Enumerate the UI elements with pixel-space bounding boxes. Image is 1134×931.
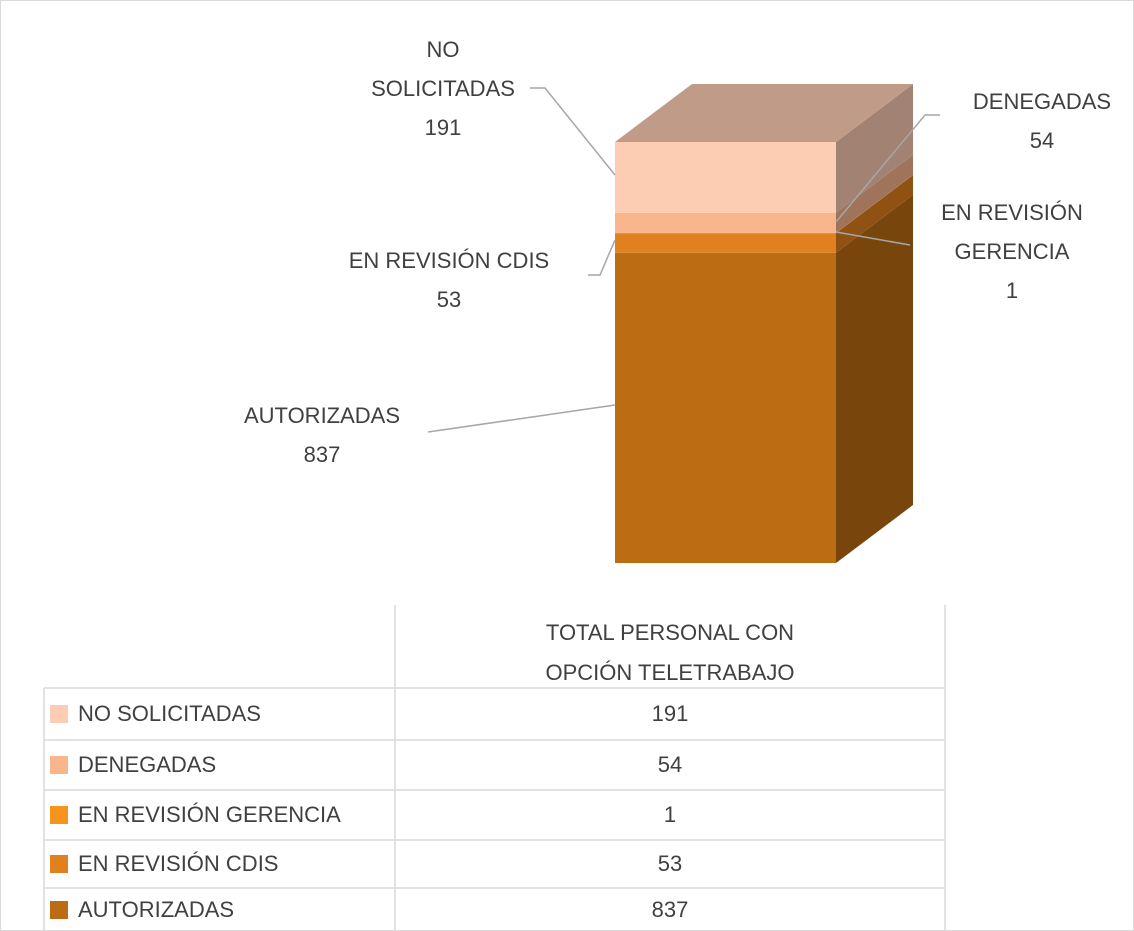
- leader-line: [588, 239, 616, 276]
- legend-label: EN REVISIÓN CDIS: [78, 851, 279, 876]
- leader-line: [530, 87, 616, 176]
- data-label-name: EN REVISIÓN GERENCIA: [941, 200, 1083, 264]
- data-label-value: 191: [424, 115, 462, 140]
- data-label-name: DENEGADAS: [972, 89, 1112, 114]
- table-value: 191: [651, 701, 689, 726]
- data-label-value: 1: [1005, 278, 1019, 303]
- bar-segment: [615, 212, 836, 233]
- legend-swatch: [50, 855, 68, 873]
- bar-segment: [615, 142, 836, 213]
- table-row-label: NO SOLICITADAS: [50, 688, 393, 740]
- table-row-label: DENEGADAS: [50, 740, 393, 790]
- bar-segment-side: [836, 175, 913, 253]
- table-header: TOTAL PERSONAL CON OPCIÓN TELETRABAJO: [545, 620, 795, 685]
- table-value: 53: [657, 851, 683, 876]
- data-label-name: NO SOLICITADAS: [371, 37, 515, 101]
- bar-segment-side: [836, 174, 913, 234]
- table-row-label: EN REVISIÓN CDIS: [50, 840, 393, 888]
- leader-line: [835, 114, 940, 223]
- bar-segment-side: [836, 84, 913, 213]
- legend-label: AUTORIZADAS: [78, 896, 235, 922]
- data-label-name: AUTORIZADAS: [243, 403, 401, 428]
- data-label-name: EN REVISIÓN CDIS: [348, 248, 550, 273]
- leader-line: [427, 404, 616, 433]
- bar-segment: [615, 252, 836, 564]
- data-label-value: 53: [436, 287, 462, 312]
- legend-label: DENEGADAS: [78, 752, 217, 777]
- table-row-label: EN REVISIÓN GERENCIA: [50, 790, 393, 840]
- legend-label: EN REVISIÓN GERENCIA: [78, 802, 341, 827]
- bar-segment: [615, 233, 836, 253]
- bar-segment-side: [836, 194, 913, 564]
- table-value: 54: [657, 752, 683, 777]
- legend-label: NO SOLICITADAS: [78, 701, 261, 726]
- leader-line: [835, 231, 911, 246]
- table-value: 1: [663, 802, 677, 827]
- data-label-value: 54: [1029, 128, 1055, 153]
- legend-swatch: [50, 756, 68, 774]
- legend-swatch: [50, 900, 68, 919]
- data-label-value: 837: [303, 442, 341, 467]
- table-row-label: AUTORIZADAS: [50, 888, 393, 931]
- table-value: 837: [651, 896, 689, 922]
- legend-swatch: [50, 806, 68, 824]
- bar-segment-side: [836, 154, 913, 233]
- bar-top: [615, 84, 913, 142]
- legend-swatch: [50, 705, 68, 723]
